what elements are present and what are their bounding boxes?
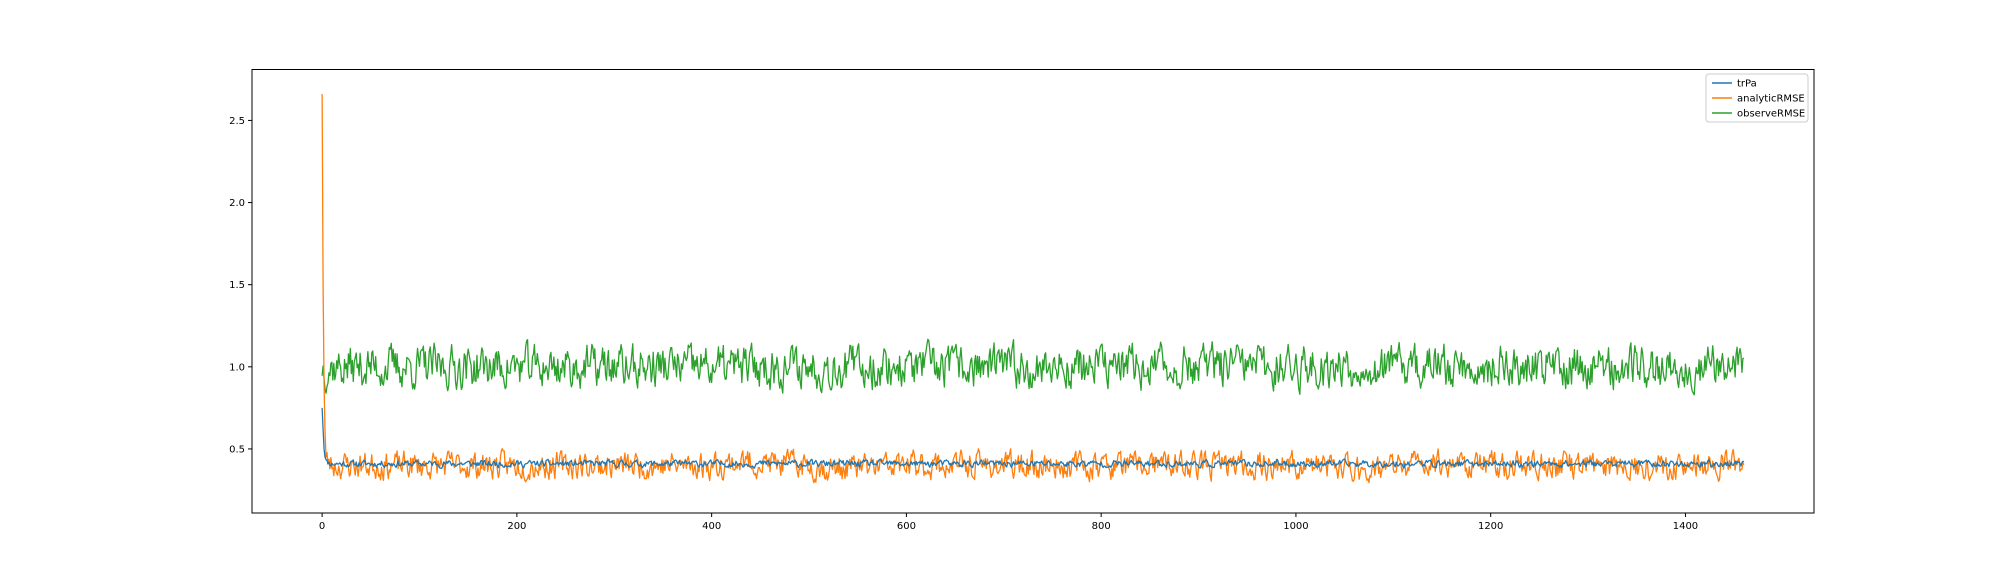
x-tick-label: 1400 [1673,521,1698,532]
legend: trPa analyticRMSE observeRMSE [1705,73,1809,123]
y-tick-label: 1.0 [229,362,245,373]
x-tick-label: 800 [1092,521,1111,532]
y-tick-label: 0.5 [229,444,245,455]
trpa-series-line [321,407,1745,469]
observe-rmse-series-line [321,338,1745,396]
y-tick-label: 1.5 [229,280,245,291]
x-tick-label: 200 [507,521,526,532]
legend-label: observeRMSE [1737,109,1805,120]
plot-frame [251,69,1815,514]
y-tick-label: 2.5 [229,116,245,127]
x-axis-ticks: 0 200 400 600 800 1000 1200 1400 [319,513,1698,532]
x-tick-label: 600 [897,521,916,532]
analytic-rmse-series-line [321,94,1745,484]
y-tick-label: 2.0 [229,198,245,209]
x-tick-label: 1000 [1283,521,1308,532]
legend-label: analyticRMSE [1737,94,1805,105]
x-tick-label: 1200 [1478,521,1503,532]
y-axis-ticks: 0.5 1.0 1.5 2.0 2.5 [229,116,252,455]
legend-box [1705,73,1809,123]
legend-label: trPa [1737,79,1757,90]
x-tick-label: 400 [702,521,721,532]
series-layer [321,94,1745,484]
x-tick-label: 0 [319,521,325,532]
